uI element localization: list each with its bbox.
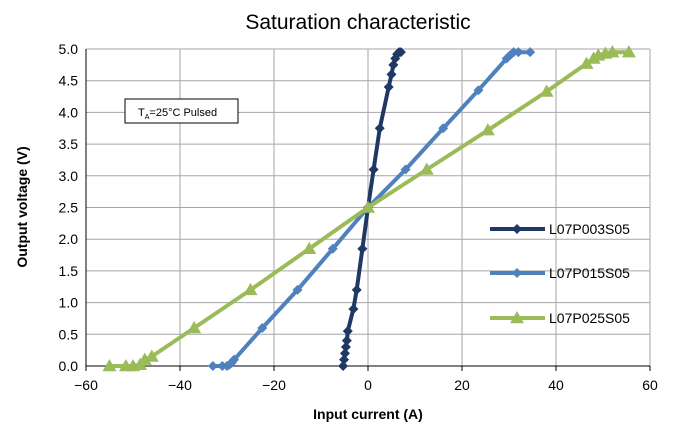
data-point [339, 354, 350, 365]
data-point [579, 56, 594, 69]
annotation-text: TA=25°C Pulsed [138, 107, 217, 121]
annotation-main: T [138, 107, 145, 119]
legend-label-l07p025s05: L07P025S05 [549, 310, 630, 326]
annotation-rest: =25°C Pulsed [149, 107, 217, 119]
axes [85, 49, 651, 371]
x-tick-label: −40 [168, 377, 192, 393]
data-point [368, 164, 379, 175]
y-tick-label: 1.5 [59, 263, 79, 279]
data-point [243, 282, 258, 296]
data-point [342, 326, 353, 337]
y-tick-labels: 0.0 0.5 1.0 1.5 2.0 2.5 3.0 3.5 4.0 4.5 5.0 [59, 41, 79, 374]
data-point [374, 123, 385, 134]
legend-marker-l07p025s05 [510, 311, 524, 324]
y-tick-label: 5.0 [59, 41, 79, 57]
data-point [207, 361, 218, 371]
data-point [386, 69, 397, 80]
legend-label-l07p003s05: L07P003S05 [549, 221, 630, 237]
y-tick-label: 4.0 [59, 104, 79, 120]
x-tick-label: 40 [548, 377, 564, 393]
y-tick-label: 0.5 [59, 326, 79, 342]
data-point [357, 243, 368, 254]
data-point [605, 45, 620, 58]
legend-marker-l07p003s05 [512, 224, 522, 234]
x-tick-labels: −60 −40 −20 0 20 40 60 [74, 377, 658, 393]
x-tick-label: 60 [642, 377, 658, 393]
data-point [187, 320, 202, 334]
legend-label-l07p015s05: L07P015S05 [549, 265, 630, 281]
annotation-box: TA=25°C Pulsed [124, 98, 239, 124]
y-axis-label: Output voltage (V) [14, 146, 30, 267]
x-axis-label: Input current (A) [313, 406, 423, 422]
data-point [525, 47, 536, 58]
legend-marker-l07p015s05 [512, 268, 522, 278]
series-l07p025s05 [102, 45, 636, 372]
data-point [137, 352, 152, 365]
data-point [419, 162, 434, 175]
data-point [338, 361, 349, 371]
x-tick-label: −20 [262, 377, 286, 393]
data-point [473, 85, 484, 96]
x-tick-label: −60 [74, 377, 98, 393]
data-point [621, 45, 636, 58]
data-point [340, 341, 351, 352]
data-point [383, 82, 394, 93]
data-point [144, 349, 159, 362]
data-point [229, 354, 240, 365]
chart-title: Saturation characteristic [245, 11, 470, 34]
y-tick-label: 2.5 [59, 200, 79, 216]
data-point [257, 322, 268, 333]
x-tick-label: 0 [364, 377, 372, 393]
data-point [292, 284, 303, 295]
y-tick-label: 1.0 [59, 295, 79, 311]
y-tick-label: 2.0 [59, 231, 79, 247]
data-point [327, 243, 338, 254]
data-point [438, 123, 449, 134]
data-point [302, 241, 317, 254]
data-point [480, 123, 495, 136]
data-point [513, 47, 524, 58]
data-point [400, 164, 411, 175]
series-l07p015s05 [207, 47, 536, 371]
y-tick-label: 3.0 [59, 168, 79, 184]
y-tick-label: 3.5 [59, 136, 79, 152]
data-point [539, 84, 554, 97]
data-point [361, 200, 375, 213]
data-point [395, 47, 406, 58]
x-tick-label: 20 [454, 377, 470, 393]
annotation-border [124, 98, 239, 124]
legend: L07P003S05 L07P015S05 L07P025S05 [490, 221, 630, 326]
annotation-sub: A [145, 114, 150, 121]
y-tick-label: 4.5 [59, 73, 79, 89]
y-tick-label: 0.0 [59, 358, 79, 374]
data-point [351, 284, 362, 295]
series-layer [102, 45, 636, 372]
data-point [102, 359, 117, 372]
data-point [341, 335, 352, 346]
data-point [339, 348, 350, 359]
data-point [348, 303, 359, 314]
